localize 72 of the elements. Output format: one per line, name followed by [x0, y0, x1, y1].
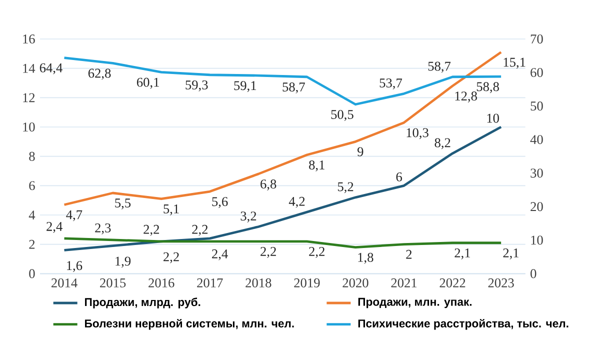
y2-tick-label: 60 [530, 68, 543, 78]
x-tick-label: 2014 [52, 278, 78, 288]
data-label: 2,2 [309, 247, 324, 258]
data-label: 53,7 [380, 78, 402, 90]
y2-tick-label: 0 [530, 269, 536, 278]
y2-tick-label: 70 [530, 34, 543, 44]
y-tick-label: 4 [28, 210, 36, 220]
y-tick-label: 0 [29, 269, 35, 278]
data-label: 2,4 [46, 222, 62, 233]
y-tick-label: 12 [23, 93, 35, 102]
data-label: 64,4 [40, 63, 62, 74]
data-label: 8,1 [309, 160, 324, 172]
data-label: 6,8 [260, 180, 276, 190]
data-label: 2,2 [164, 252, 179, 264]
x-tick-label: 2023 [488, 278, 514, 288]
data-label: 5,1 [164, 204, 179, 216]
data-label: 12,8 [455, 92, 477, 102]
x-tick-label: 2017 [197, 278, 223, 288]
x-tick-label: 2018 [246, 278, 272, 288]
data-label: 58,8 [476, 82, 499, 94]
y2-tick-label: 20 [530, 202, 543, 212]
data-label: 2,1 [503, 248, 519, 260]
data-label: 2,1 [454, 248, 470, 260]
x-tick-label: 2021 [391, 278, 417, 288]
data-label: 62,8 [88, 68, 111, 80]
x-tick-label: 2019 [294, 278, 320, 288]
data-label: 5,6 [212, 197, 228, 208]
data-label: 15,1 [504, 58, 526, 69]
x-tick-label: 2022 [440, 278, 466, 288]
legend-label: Продажи, млн. упак. [358, 298, 472, 308]
y-tick-label: 8 [29, 152, 35, 161]
data-label: 3,2 [240, 212, 256, 222]
data-label: 10,3 [406, 128, 428, 140]
x-tick-label: 2020 [342, 278, 368, 288]
data-label: 59,3 [186, 80, 208, 92]
data-label: 5,2 [338, 182, 354, 194]
data-label: 58,7 [428, 62, 451, 73]
data-label: 4,2 [288, 196, 305, 208]
data-label: 2,3 [95, 223, 111, 234]
y-tick-label: 2 [29, 240, 35, 249]
line-series [63, 56, 502, 106]
y-tick-label: 6 [29, 181, 35, 190]
data-label: 2,2 [192, 224, 208, 236]
y-tick-label: 16 [23, 34, 35, 44]
y-tick-label: 10 [23, 122, 35, 132]
data-label: 8,2 [434, 138, 450, 150]
data-label: 2,4 [212, 249, 228, 260]
data-label: 58,7 [282, 82, 305, 94]
legend-label: Психические расстройства, тыс. чел. [358, 318, 568, 330]
data-label: 10 [487, 114, 499, 123]
legend-label: Болезни нервной системы, млн. чел. [85, 318, 294, 330]
y2-tick-label: 40 [530, 135, 543, 144]
data-label: 1,9 [116, 256, 131, 268]
data-label: 9 [358, 147, 364, 156]
data-label: 50,5 [331, 110, 354, 121]
data-label: 59,1 [234, 81, 256, 92]
y2-tick-label: 50 [530, 102, 543, 111]
y2-tick-label: 10 [531, 236, 543, 245]
y-tick-label: 14 [23, 64, 36, 73]
data-label: 4,7 [66, 210, 82, 222]
data-label: 2,2 [260, 247, 276, 258]
data-label: 6 [396, 172, 402, 182]
data-label: 1,6 [67, 261, 82, 272]
data-label: 5,5 [115, 198, 131, 210]
x-tick-label: 2015 [100, 278, 126, 288]
x-tick-label: 2016 [148, 278, 174, 288]
data-label: 2 [406, 250, 412, 259]
data-label: 1,8 [358, 252, 374, 264]
data-label: 2,2 [144, 224, 160, 236]
data-label: 60,1 [136, 78, 159, 89]
y2-tick-label: 30 [530, 168, 543, 178]
legend-label: Продажи, млрд. руб. [85, 298, 200, 308]
